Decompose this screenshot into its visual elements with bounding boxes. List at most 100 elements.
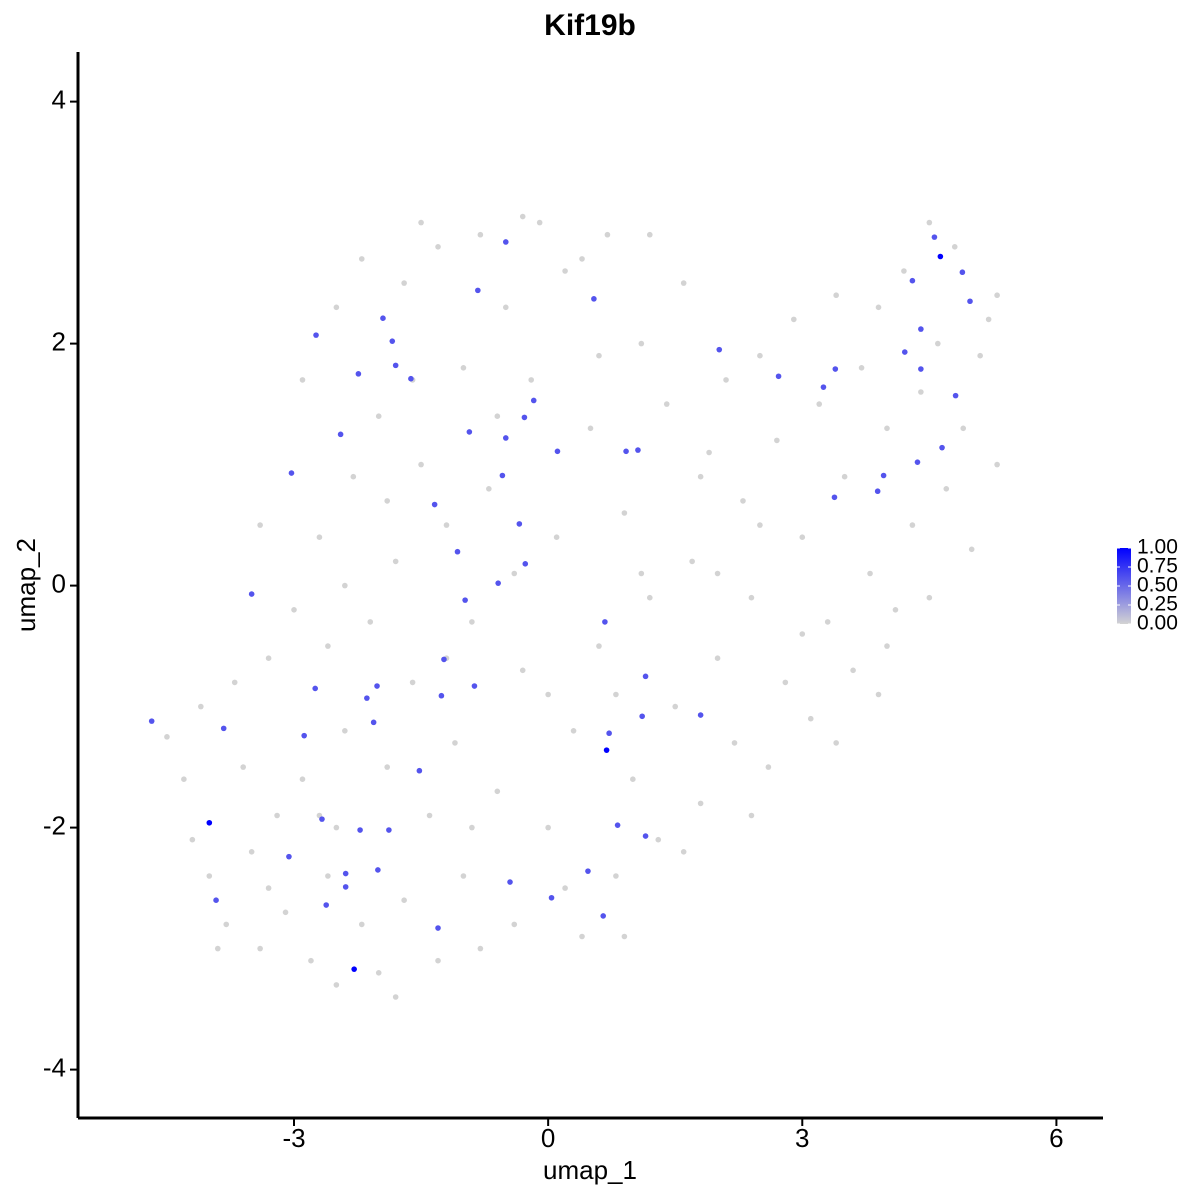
point <box>791 316 797 323</box>
colorbar-tick-label: 0.00 <box>1137 612 1178 635</box>
point <box>875 304 882 311</box>
point <box>740 498 746 504</box>
point <box>951 244 958 250</box>
point <box>596 352 602 359</box>
point <box>519 667 526 674</box>
point <box>689 558 695 565</box>
point <box>714 570 721 577</box>
point <box>723 377 729 383</box>
point <box>408 375 414 382</box>
point <box>206 873 213 879</box>
colorbar-tick-label: 0.75 <box>1137 555 1178 578</box>
point <box>714 655 721 662</box>
point <box>603 747 610 753</box>
point <box>507 879 513 885</box>
point <box>833 292 839 299</box>
y-axis-label: umap_2 <box>11 538 41 632</box>
colorbar <box>1117 548 1131 624</box>
point <box>384 498 390 504</box>
point <box>968 546 975 553</box>
point <box>380 315 386 321</box>
x-tick-label: 3 <box>795 1123 809 1153</box>
point <box>401 897 407 904</box>
x-tick-label: 6 <box>1049 1123 1063 1153</box>
point <box>301 732 307 739</box>
point <box>502 435 509 441</box>
point <box>469 619 475 625</box>
point <box>374 683 380 689</box>
point <box>198 703 204 710</box>
point <box>874 488 881 495</box>
point <box>367 619 374 625</box>
point <box>469 824 475 831</box>
point <box>460 365 467 371</box>
point <box>441 656 447 663</box>
colorbar-tick-label: 1.00 <box>1137 536 1178 559</box>
point <box>358 256 365 262</box>
point <box>952 392 959 399</box>
point <box>585 868 591 874</box>
point <box>646 231 653 238</box>
point <box>642 673 649 680</box>
point <box>630 776 636 783</box>
point <box>638 340 645 347</box>
point <box>774 437 780 444</box>
point <box>943 486 950 492</box>
point <box>621 510 628 516</box>
point <box>697 473 704 480</box>
point <box>591 296 597 302</box>
point <box>164 734 170 740</box>
point <box>528 377 535 383</box>
point <box>333 824 340 831</box>
point <box>816 401 823 407</box>
point <box>824 619 831 625</box>
point <box>519 213 526 220</box>
point <box>316 534 323 541</box>
point <box>248 591 255 597</box>
point <box>392 362 399 369</box>
point <box>475 287 481 294</box>
point <box>646 594 653 601</box>
point <box>716 346 723 353</box>
point <box>511 921 518 928</box>
point <box>579 933 585 940</box>
point <box>918 326 924 332</box>
point <box>994 461 1000 468</box>
point <box>918 366 924 372</box>
point <box>697 712 704 718</box>
point <box>832 366 839 372</box>
point <box>323 902 330 908</box>
point <box>333 982 340 988</box>
point <box>477 231 484 238</box>
point <box>562 268 568 274</box>
point <box>240 764 246 770</box>
point <box>392 994 399 1000</box>
point <box>319 816 325 822</box>
point <box>350 473 357 480</box>
x-axis-label: umap_1 <box>543 1155 637 1185</box>
point <box>466 429 473 435</box>
point <box>554 448 561 455</box>
chart-title: Kif19b <box>544 9 636 42</box>
point <box>223 921 230 928</box>
point <box>351 966 357 972</box>
point <box>600 913 607 919</box>
point <box>867 570 873 577</box>
point <box>536 219 543 226</box>
point <box>248 849 255 855</box>
point <box>443 522 450 528</box>
y-tick-label: 2 <box>52 326 66 356</box>
point <box>935 340 941 347</box>
point <box>757 522 763 528</box>
point <box>635 447 641 453</box>
point <box>638 570 645 577</box>
point <box>486 486 492 492</box>
point <box>858 365 865 371</box>
point <box>655 836 662 843</box>
point <box>545 824 551 831</box>
point <box>613 691 619 698</box>
point <box>914 459 921 465</box>
colorbar-tick-label: 0.50 <box>1137 574 1178 597</box>
point <box>596 643 602 649</box>
point <box>494 788 501 795</box>
